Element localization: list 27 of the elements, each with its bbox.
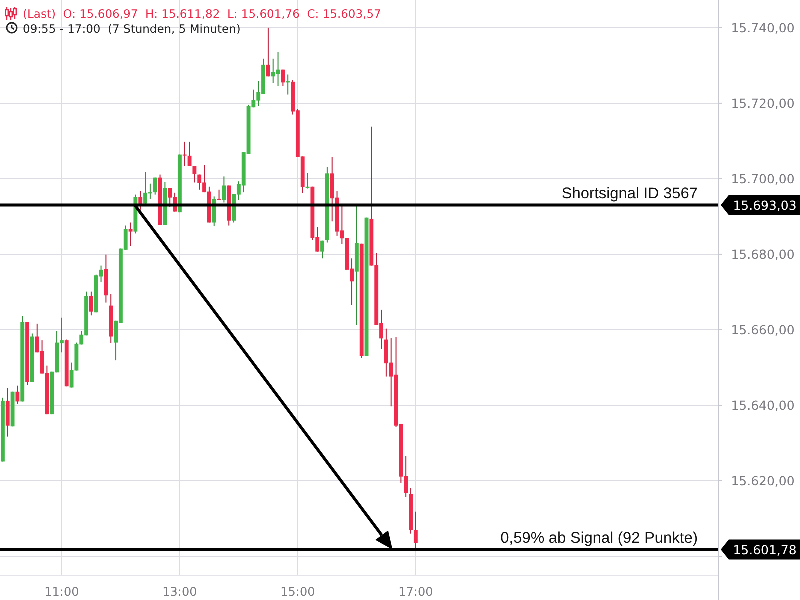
candlestick xyxy=(222,176,226,204)
candlestick xyxy=(320,240,324,260)
y-tick-label: 15.740,00 xyxy=(731,20,795,36)
candlestick xyxy=(89,291,94,316)
text: 09:55 - 17:00 (7 Stunden, 5 Minuten) xyxy=(23,22,241,36)
candlestick xyxy=(16,385,20,404)
y-tick-label: 15.720,00 xyxy=(731,96,795,111)
ref-line-label: 0,59% ab Signal (92 Punkte) xyxy=(500,530,698,547)
x-tick-label: 17:00 xyxy=(398,585,434,599)
x-tick-label: 13:00 xyxy=(162,585,198,599)
candlestick xyxy=(414,511,418,550)
candlestick xyxy=(128,222,133,247)
y-tick-label: 15.680,00 xyxy=(731,246,795,262)
candlestick xyxy=(182,141,187,167)
text: (Last) O: 15.606,97 H: 15.611,82 L: 15.601,76 C: 15.603,57 xyxy=(23,7,382,21)
y-tick-label: 15.660,00 xyxy=(731,322,795,338)
y-tick-label: 15.620,00 xyxy=(731,473,795,488)
candlestick xyxy=(266,27,270,78)
candlestick xyxy=(153,177,158,196)
x-tick-label: 15:00 xyxy=(280,585,316,599)
y-tick-label: 15.640,00 xyxy=(731,398,795,413)
ref-line-label: Shortsignal ID 3567 xyxy=(562,185,698,202)
y-tick-label: 15.700,00 xyxy=(731,171,795,186)
text: 15.601,78 xyxy=(733,542,797,558)
x-tick-label: 11:00 xyxy=(44,585,80,599)
text: 15.693,03 xyxy=(733,198,797,213)
candlestick xyxy=(281,69,286,87)
